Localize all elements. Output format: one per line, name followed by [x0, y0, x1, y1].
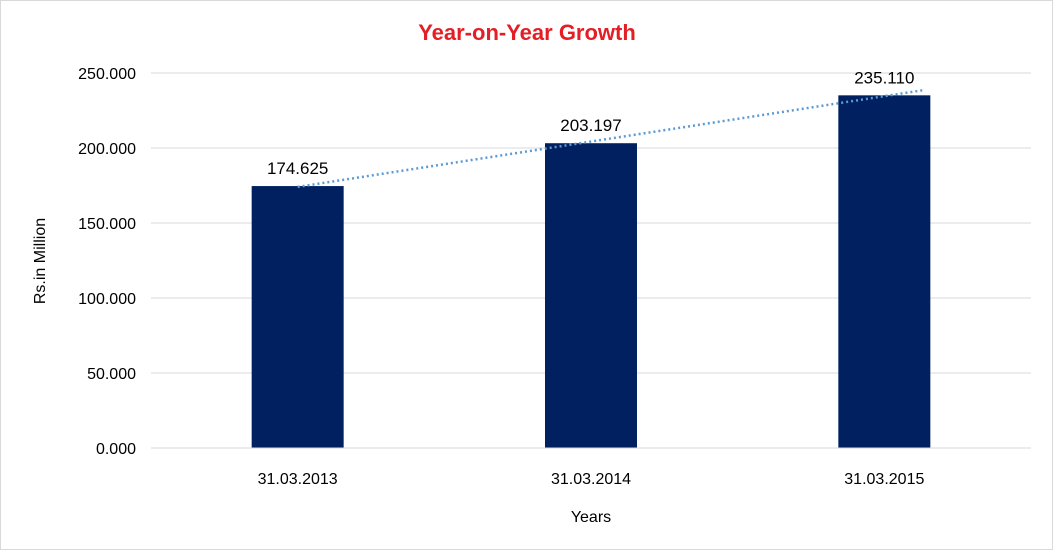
trendline	[297, 88, 925, 189]
y-tick-label: 150.000	[78, 216, 136, 233]
data-label: 235.110	[854, 68, 914, 87]
x-tick-label: 31.03.2015	[844, 471, 924, 488]
x-tick-label: 31.03.2013	[258, 471, 338, 488]
y-tick-label: 50.000	[87, 366, 136, 383]
x-tick-label: 31.03.2014	[551, 471, 631, 488]
bar	[545, 143, 637, 448]
y-tick-label: 0.000	[96, 441, 136, 458]
data-labels: 174.625 203.197 235.110	[267, 68, 914, 178]
x-axis-ticks: 31.03.2013 31.03.2014 31.03.2015	[151, 447, 1031, 488]
bar	[251, 186, 344, 448]
x-axis-title: Years	[571, 509, 611, 526]
y-axis-ticks: 0.000 50.000 100.000 150.000 200.000 250.000	[78, 66, 136, 458]
chart-title: Year-on-Year Growth	[418, 20, 636, 45]
trendline-group	[297, 88, 925, 189]
data-label: 174.625	[267, 159, 328, 178]
bars	[251, 95, 931, 449]
y-tick-label: 250.000	[78, 66, 136, 83]
data-label: 203.197	[560, 116, 621, 135]
y-tick-label: 100.000	[78, 291, 136, 308]
y-tick-label: 200.000	[78, 141, 136, 158]
bar	[838, 95, 931, 449]
y-axis-title: Rs.in Million	[32, 218, 49, 304]
